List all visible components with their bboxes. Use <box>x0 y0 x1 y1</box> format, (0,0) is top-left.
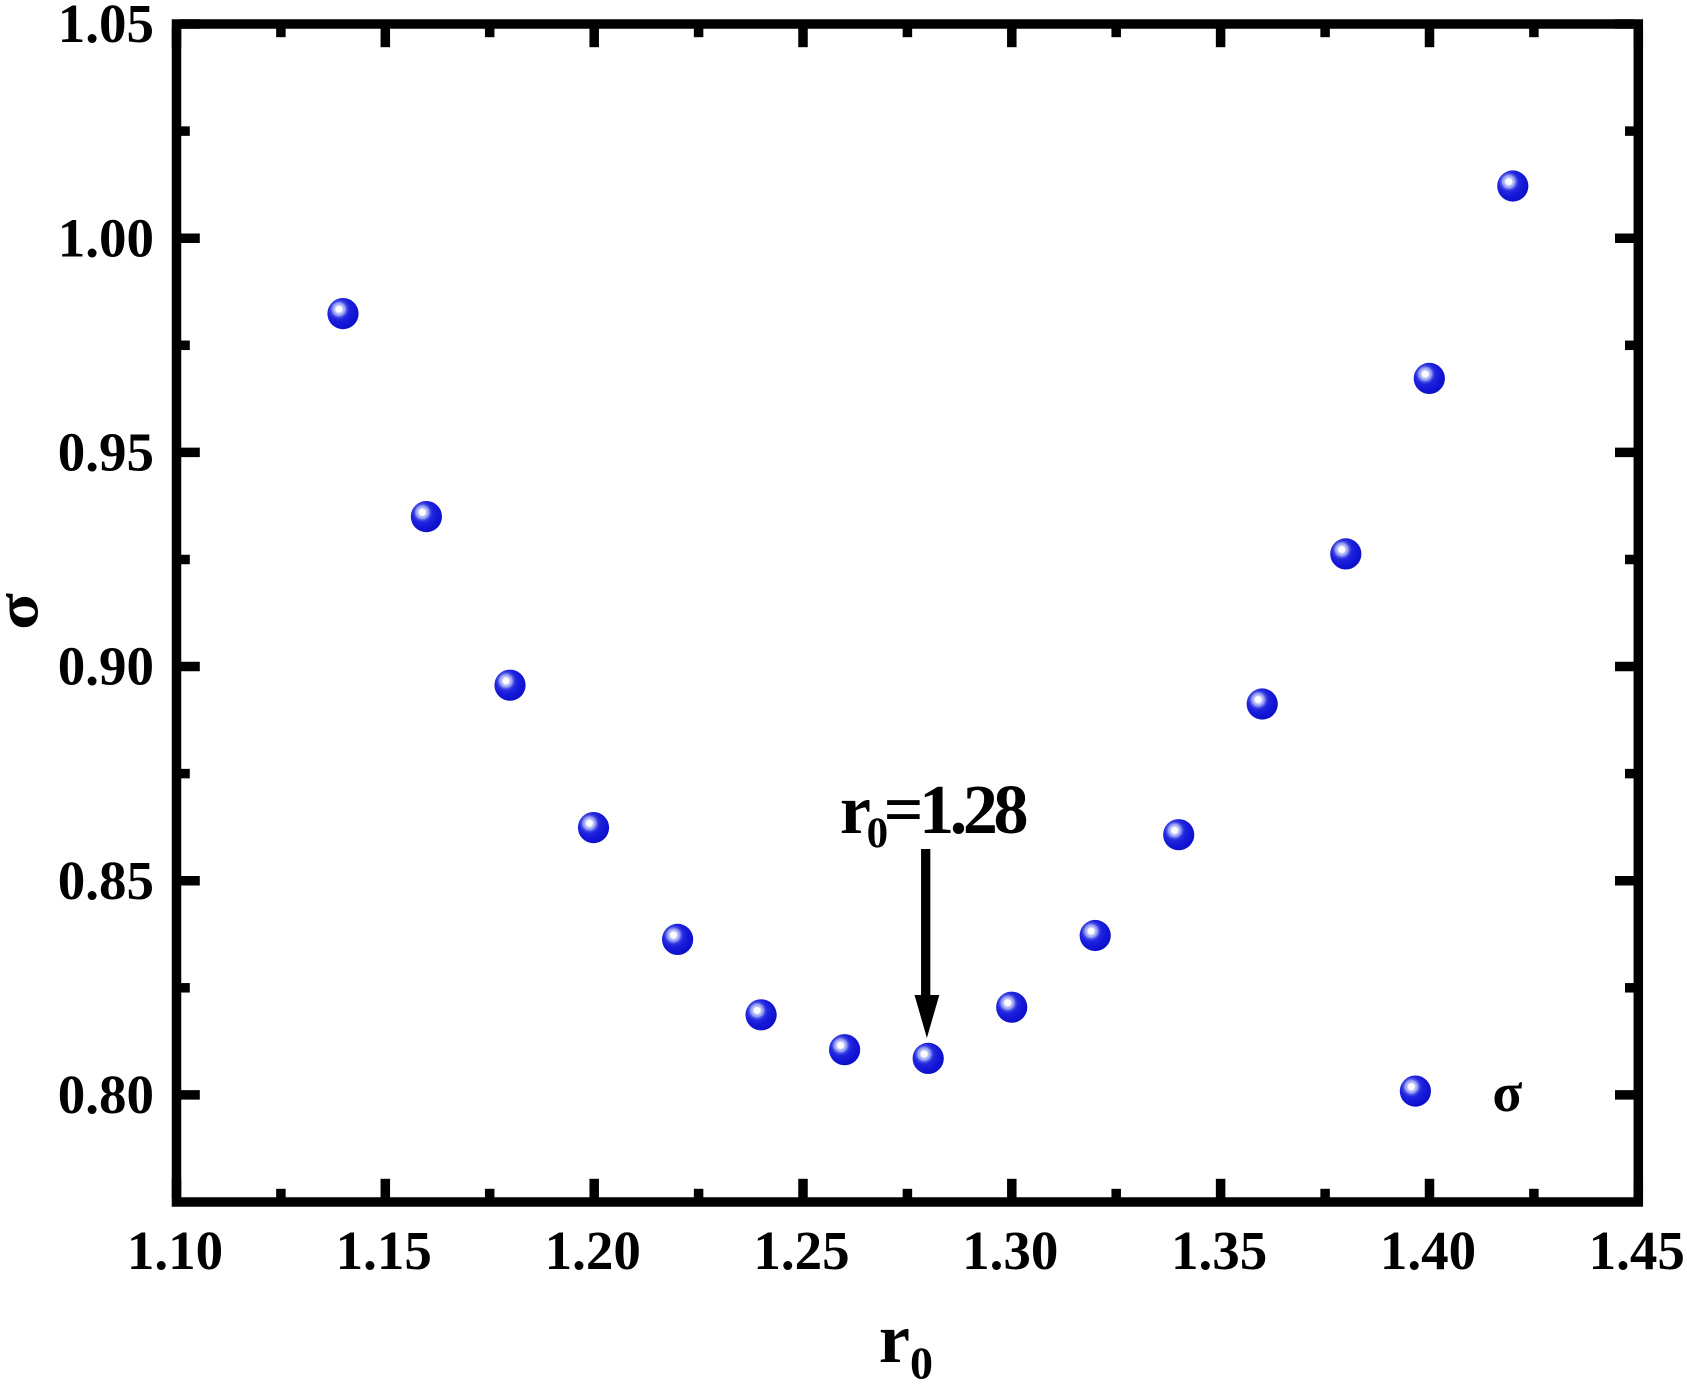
svg-text:1.15: 1.15 <box>336 1220 432 1281</box>
svg-text:0.95: 0.95 <box>58 422 154 483</box>
svg-text:1.35: 1.35 <box>1171 1220 1267 1281</box>
svg-text:1.45: 1.45 <box>1589 1220 1685 1281</box>
svg-text:0.85: 0.85 <box>58 850 154 911</box>
svg-text:1.05: 1.05 <box>58 0 154 54</box>
svg-text:1.40: 1.40 <box>1380 1220 1476 1281</box>
svg-text:0.90: 0.90 <box>58 636 154 697</box>
svg-text:0.80: 0.80 <box>58 1064 154 1125</box>
svg-text:1.00: 1.00 <box>58 207 154 268</box>
svg-text:1.10: 1.10 <box>127 1220 223 1281</box>
svg-text:1.20: 1.20 <box>545 1220 641 1281</box>
svg-text:1.25: 1.25 <box>753 1220 849 1281</box>
svg-text:1.30: 1.30 <box>962 1220 1058 1281</box>
svg-text:σ: σ <box>1492 1062 1522 1123</box>
svg-text:σ: σ <box>0 593 51 630</box>
